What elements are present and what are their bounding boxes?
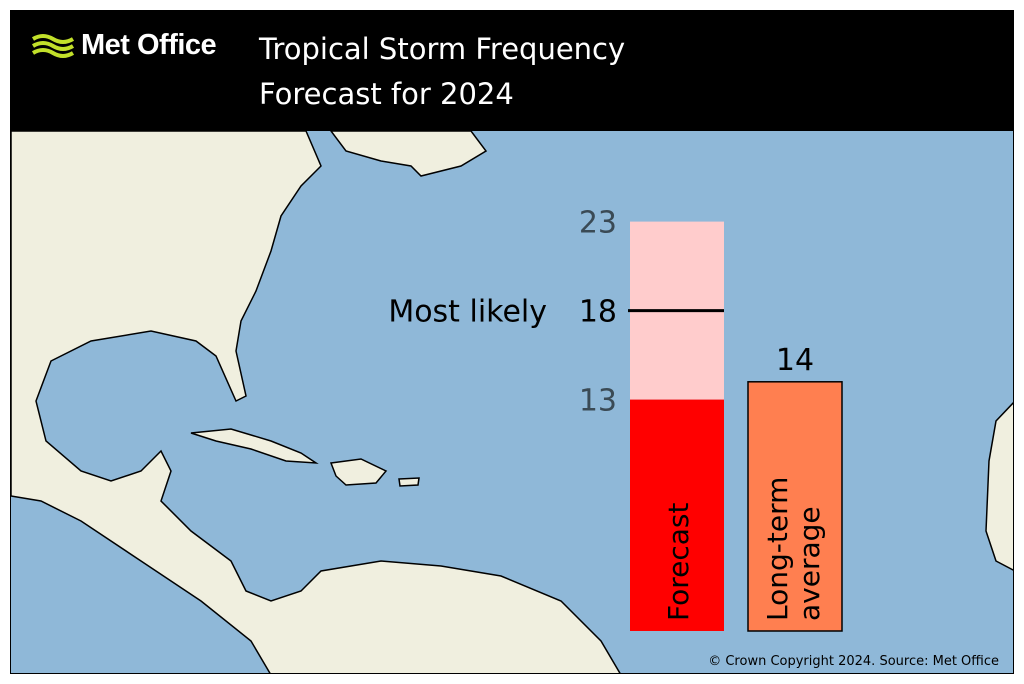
nova-scotia-land bbox=[330, 131, 488, 177]
hispaniola-island bbox=[329, 458, 388, 486]
average-value-label: 14 bbox=[776, 343, 814, 378]
logo-text: Met Office bbox=[81, 29, 217, 61]
title-line-1: Tropical Storm Frequency bbox=[259, 32, 626, 66]
north-america-land bbox=[11, 131, 621, 673]
met-office-logo: Met Office bbox=[31, 29, 217, 62]
atlantic-map bbox=[11, 131, 1013, 673]
tick-label-low: 13 bbox=[579, 384, 617, 419]
puerto-rico-island bbox=[398, 477, 420, 487]
storm-chart: 23 18 13 Most likely 14 Forecast Long-te… bbox=[388, 206, 843, 632]
waves-logo-icon bbox=[31, 33, 75, 58]
title-line-2: Forecast for 2024 bbox=[259, 77, 514, 111]
forecast-low-bar bbox=[630, 399, 724, 631]
header-banner: Met Office Tropical Storm Frequency Fore… bbox=[11, 11, 1013, 131]
cuba-island bbox=[190, 428, 319, 464]
most-likely-label: Most likely bbox=[388, 295, 547, 330]
tick-label-most-likely: 18 bbox=[579, 295, 617, 330]
average-bar-label-line2: average bbox=[793, 506, 826, 621]
africa-land bbox=[985, 402, 1013, 571]
page-title: Tropical Storm Frequency Forecast for 20… bbox=[259, 27, 625, 117]
copyright-text: © Crown Copyright 2024. Source: Met Offi… bbox=[708, 654, 999, 669]
average-bar-label-line1: Long-term bbox=[761, 477, 794, 621]
tick-label-high: 23 bbox=[579, 206, 617, 241]
infographic: 23 18 13 Most likely 14 Forecast Long-te… bbox=[10, 10, 1014, 674]
average-bar bbox=[747, 381, 843, 632]
forecast-bar-label: Forecast bbox=[662, 502, 695, 621]
